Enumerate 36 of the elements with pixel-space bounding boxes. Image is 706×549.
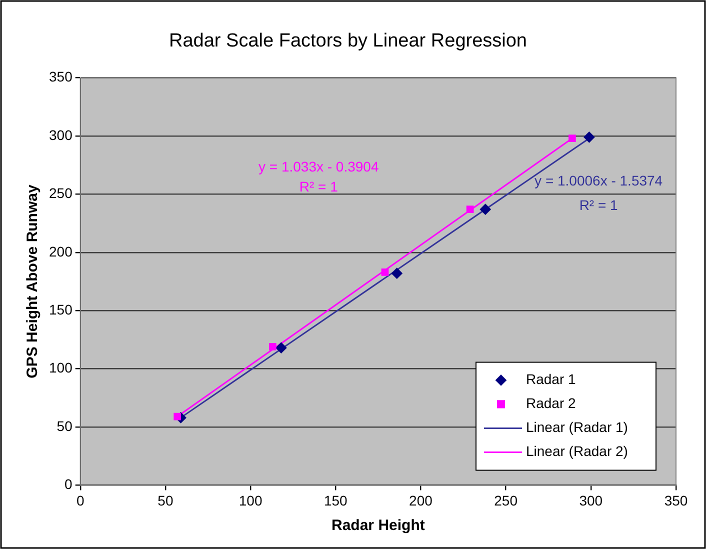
y-tick-label: 50: [56, 418, 73, 434]
annotation: R² = 1: [579, 196, 618, 213]
x-tick-label: 300: [579, 492, 603, 508]
y-tick-label: 100: [49, 360, 73, 376]
point: [174, 412, 182, 420]
legend-label: Radar 1: [526, 371, 576, 388]
legend-label: Linear (Radar 2): [526, 443, 628, 460]
legend-label: Linear (Radar 1): [526, 419, 628, 436]
x-tick-label: 150: [324, 492, 348, 508]
point: [480, 204, 491, 215]
point: [568, 134, 576, 142]
legend-label: Radar 2: [526, 395, 576, 412]
x-tick-label: 50: [158, 492, 174, 508]
point: [381, 268, 389, 276]
x-tick-label: 250: [494, 492, 518, 508]
point: [268, 343, 276, 350]
chart-title: Radar Scale Factors by Linear Regression: [168, 30, 528, 52]
x-tick-label: 350: [664, 492, 688, 508]
y-tick-label: 350: [49, 68, 73, 85]
y-axis-title: GPS Height Above Runway: [24, 184, 42, 378]
annotation: y = 1.033x - 0.3904: [258, 158, 379, 174]
point: [466, 206, 474, 214]
x-tick-label: 200: [409, 492, 433, 508]
y-tick-label: 300: [49, 126, 73, 143]
x-axis-title: Radar Height: [332, 517, 425, 534]
y-tick-label: 250: [49, 185, 73, 202]
point: [391, 268, 402, 279]
point: [584, 132, 595, 143]
y-tick-label: 150: [49, 301, 73, 318]
annotation: R² = 1: [299, 178, 338, 195]
x-tick-label: 0: [76, 492, 84, 508]
y-tick-label: 200: [49, 243, 73, 260]
annotation: y = 1.0006x - 1.5374: [534, 172, 663, 189]
x-tick-label: 100: [238, 492, 262, 508]
y-tick-label: 0: [64, 476, 73, 492]
point: [276, 342, 287, 354]
